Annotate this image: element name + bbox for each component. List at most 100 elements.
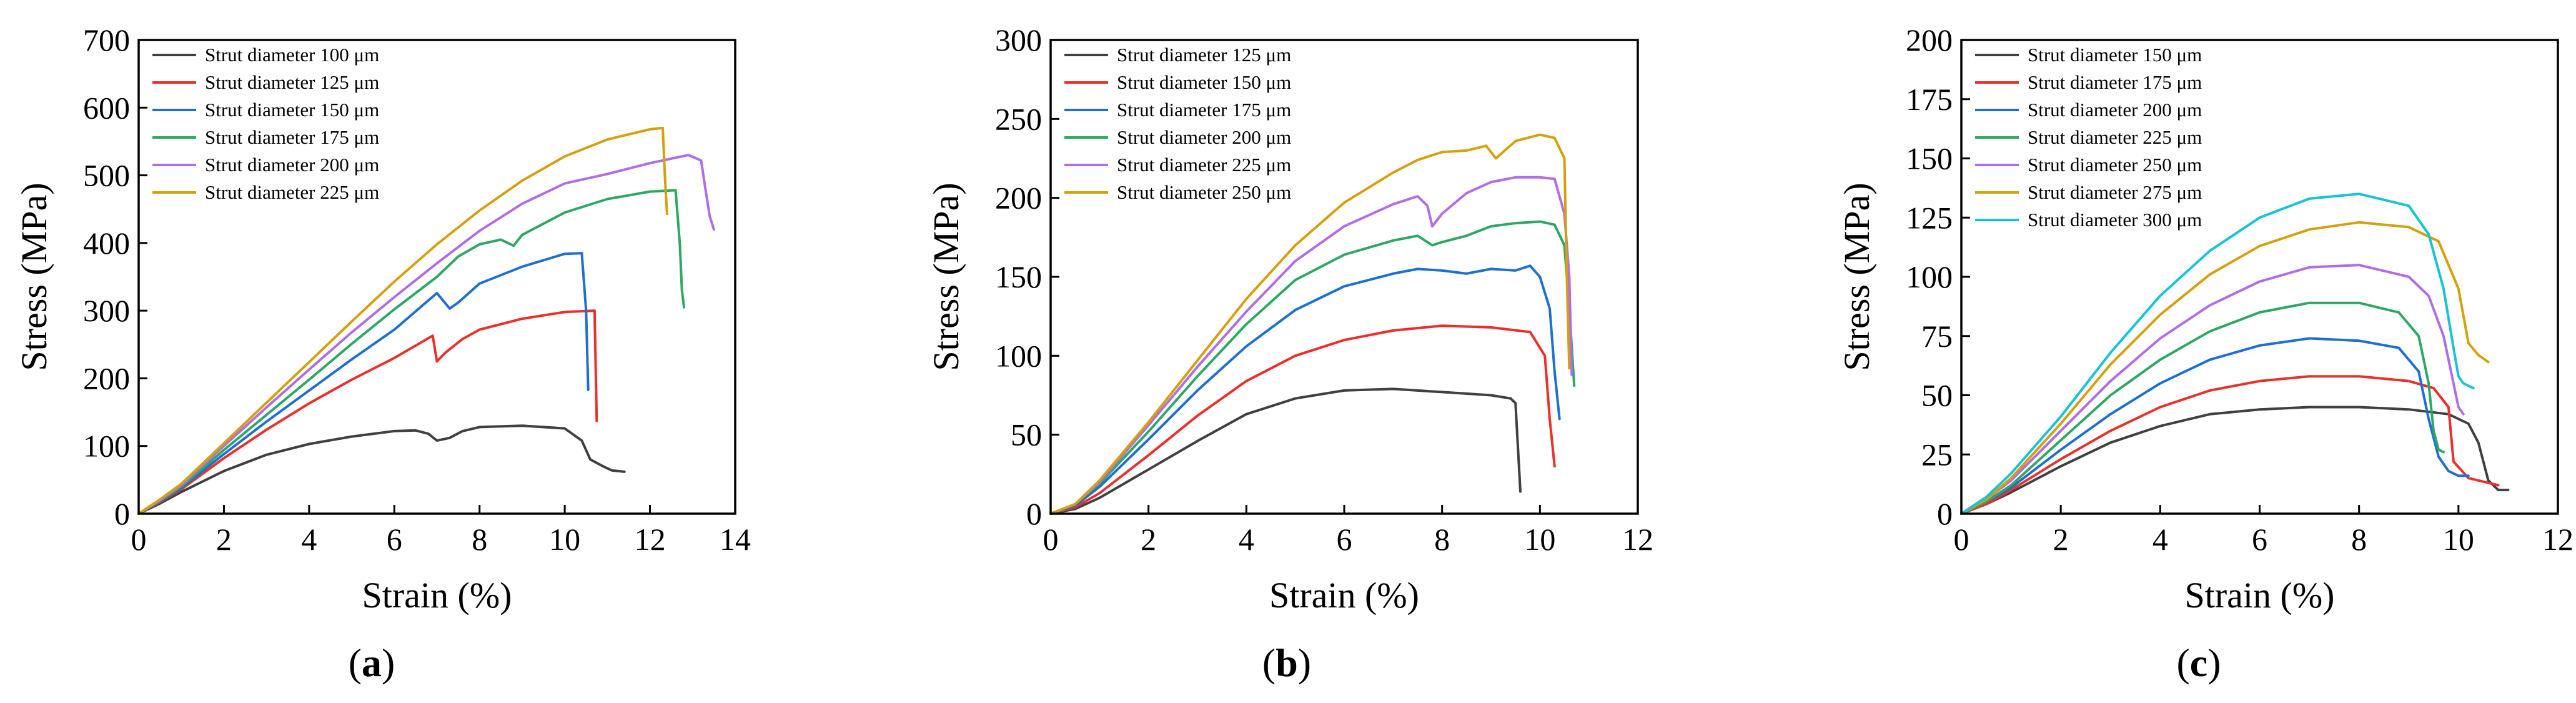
y-tick-label: 400: [83, 226, 130, 261]
series-line-c-5: [1960, 264, 2465, 515]
x-tick-label: 8: [1434, 522, 1450, 557]
series-line-c-6: [1960, 221, 2490, 515]
panel-label: (a): [349, 641, 395, 685]
y-tick-label: 200: [995, 181, 1042, 216]
x-tick-label: 6: [1337, 522, 1352, 557]
y-tick-label: 50: [1011, 417, 1042, 452]
x-tick-label: 6: [2252, 522, 2267, 557]
x-tick-label: 10: [549, 522, 580, 557]
x-axis-title: Strain (%): [1269, 575, 1419, 616]
x-tick-label: 0: [131, 522, 147, 557]
x-tick-label: 2: [1141, 522, 1156, 557]
panel-label-letter: c: [2190, 641, 2207, 685]
legend-label: Strut diameter 125 μm: [1117, 44, 1291, 66]
panel-label: (c): [2176, 641, 2221, 685]
legend-label: Strut diameter 175 μm: [1117, 99, 1291, 121]
y-tick-label: 175: [1906, 82, 1953, 117]
y-tick-label: 75: [1921, 319, 1953, 354]
y-tick-label: 100: [1906, 259, 1953, 294]
x-axis-title: Strain (%): [2185, 575, 2335, 616]
legend-label: Strut diameter 200 μm: [205, 154, 379, 176]
x-tick-label: 0: [1043, 522, 1059, 557]
plot-frame: [137, 39, 736, 515]
y-tick-label: 100: [83, 429, 130, 464]
x-tick-label: 14: [720, 522, 751, 557]
legend-label: Strut diameter 125 μm: [205, 71, 379, 93]
legend-label: Strut diameter 225 μm: [2028, 126, 2202, 148]
legend-label: Strut diameter 250 μm: [1117, 181, 1291, 203]
legend-label: Strut diameter 225 μm: [205, 181, 379, 203]
x-tick-label: 8: [2351, 522, 2367, 557]
x-tick-label: 8: [472, 522, 487, 557]
series-line-b-3: [1049, 264, 1561, 515]
panel-label-close: ): [382, 641, 395, 685]
series-line-c-3: [1960, 337, 2470, 515]
y-tick-label: 0: [114, 496, 130, 531]
x-tick-label: 4: [2152, 522, 2168, 557]
y-tick-label: 600: [83, 90, 130, 125]
chart-panel-c: 0 2 4 6 8 10 12 0 25 50 75 100 125 150 175 200 Strain (%…: [1836, 22, 2574, 685]
panel-label: (b): [1262, 641, 1311, 685]
legend-label: Strut diameter 175 μm: [205, 126, 379, 148]
y-tick-label: 150: [995, 259, 1042, 294]
x-tick-label: 0: [1954, 522, 1969, 557]
legend: Strut diameter 150 μm Strut diameter 175 …: [1975, 44, 2202, 231]
series-line-a-6: [137, 126, 668, 515]
y-tick-label: 150: [1906, 141, 1953, 176]
series-line-a-4: [137, 189, 686, 515]
y-axis-title: Stress (MPa): [926, 182, 966, 371]
legend-label: Strut diameter 250 μm: [2028, 154, 2202, 176]
x-tick-label: 10: [1524, 522, 1555, 557]
y-tick-label: 200: [1906, 22, 1953, 57]
legend-label: Strut diameter 150 μm: [205, 99, 379, 121]
series-line-b-1: [1049, 387, 1522, 515]
legend-label: Strut diameter 225 μm: [1117, 154, 1291, 176]
series-line-c-2: [1960, 375, 2500, 515]
y-axis-title: Stress (MPa): [14, 182, 54, 371]
series-line-b-2: [1049, 324, 1556, 515]
legend-label: Strut diameter 150 μm: [1117, 71, 1291, 93]
series-line-b-6: [1049, 133, 1571, 515]
legend-label: Strut diameter 275 μm: [2028, 181, 2202, 203]
x-tick-label: 12: [1622, 522, 1653, 557]
series-line-a-3: [137, 252, 590, 515]
x-axis-title: Strain (%): [362, 575, 512, 616]
y-tick-label: 300: [83, 293, 130, 328]
panel-label-open: (: [349, 641, 362, 685]
legend-label: Strut diameter 300 μm: [2028, 209, 2202, 231]
x-tick-label: 12: [635, 522, 666, 557]
x-tick-label: 6: [387, 522, 402, 557]
panel-label-close: ): [1298, 641, 1311, 685]
y-tick-label: 50: [1921, 378, 1953, 413]
series-line-a-2: [137, 309, 598, 515]
legend: Strut diameter 100 μm Strut diameter 125 …: [152, 44, 379, 203]
x-tick-label: 2: [2053, 522, 2069, 557]
x-tick-label: 4: [1239, 522, 1254, 557]
series-line-c-7: [1960, 192, 2475, 515]
y-tick-label: 500: [83, 158, 130, 193]
y-tick-label: 700: [83, 22, 130, 57]
legend-label: Strut diameter 200 μm: [1117, 126, 1291, 148]
chart-panel-b: 0 2 4 6 8 10 12 0 50 100 150 200 250 300 Strain (%) Str…: [926, 22, 1653, 685]
y-tick-label: 100: [995, 338, 1042, 373]
legend: Strut diameter 125 μm Strut diameter 150 …: [1064, 44, 1291, 203]
y-tick-label: 300: [995, 22, 1042, 57]
y-tick-label: 250: [995, 101, 1042, 136]
x-tick-label: 12: [2542, 522, 2574, 557]
legend-label: Strut diameter 150 μm: [2028, 44, 2202, 66]
x-tick-label: 4: [301, 522, 317, 557]
legend-label: Strut diameter 175 μm: [2028, 71, 2202, 93]
panel-label-open: (: [2176, 641, 2189, 685]
series-line-b-4: [1049, 220, 1576, 515]
y-tick-label: 0: [1026, 496, 1042, 531]
panel-label-close: ): [2207, 641, 2221, 685]
y-tick-label: 200: [83, 361, 130, 396]
panel-label-letter: a: [362, 641, 382, 685]
panel-label-letter: b: [1276, 641, 1298, 685]
legend-label: Strut diameter 100 μm: [205, 44, 379, 66]
chart-panel-a: 0 2 4 6 8 10 12 14 0 100 200 300 400 500 600 700 Strain …: [14, 22, 751, 685]
series-line-a-1: [137, 424, 626, 515]
y-tick-label: 125: [1906, 200, 1953, 235]
panel-label-open: (: [1262, 641, 1276, 685]
y-axis-title: Stress (MPa): [1836, 182, 1877, 371]
